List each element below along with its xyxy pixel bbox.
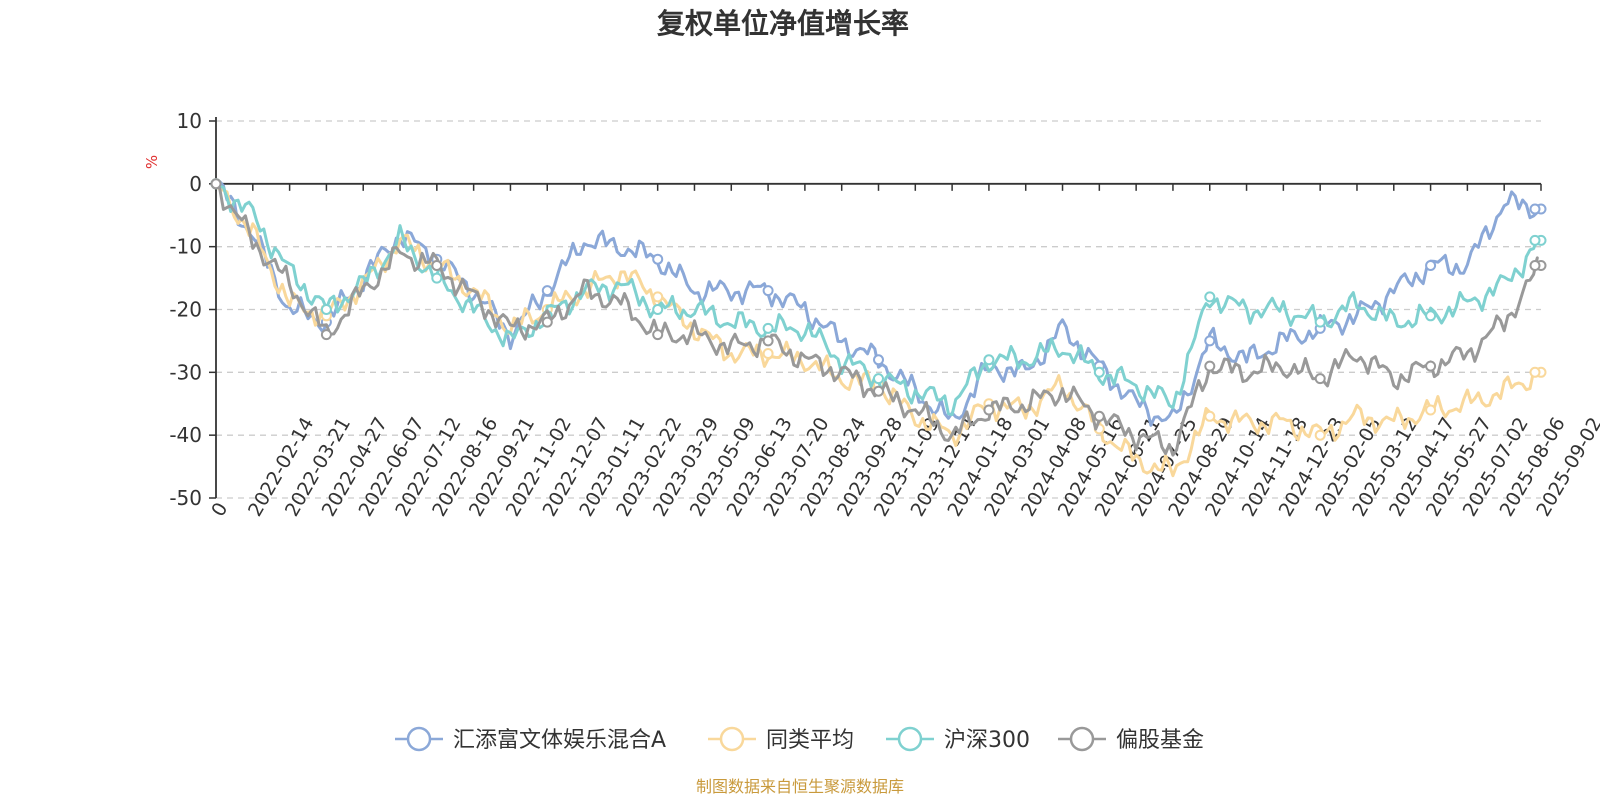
data-point <box>652 304 664 315</box>
y-tick-label: -30 <box>169 360 202 384</box>
data-point <box>431 260 443 271</box>
data-point <box>431 272 443 284</box>
data-point <box>1204 335 1216 347</box>
data-point <box>1529 234 1541 246</box>
data-point <box>762 335 774 347</box>
data-point <box>320 329 332 341</box>
legend-label: 汇添富文体娱乐混合A <box>453 728 666 753</box>
data-point <box>1529 260 1541 271</box>
legend-circle-symbol <box>719 726 745 752</box>
legend-item[interactable]: 沪深300 <box>886 726 1030 753</box>
data-point <box>1204 291 1216 303</box>
data-point <box>320 304 332 315</box>
legend-item[interactable]: 汇添富文体娱乐混合A <box>395 726 666 753</box>
data-point <box>652 329 664 341</box>
data-point <box>1314 429 1326 441</box>
data-point <box>1425 260 1437 271</box>
data-point <box>1529 366 1541 378</box>
data-point <box>762 348 774 359</box>
series-lines <box>210 178 1547 478</box>
legend-circle-symbol <box>1069 726 1095 752</box>
grid-lines <box>216 120 1541 499</box>
data-point <box>1093 366 1105 378</box>
y-tick-label: -50 <box>169 486 202 510</box>
legend-label: 沪深300 <box>944 728 1030 753</box>
data-point <box>983 354 995 366</box>
legend-item[interactable]: 偏股基金 <box>1058 726 1204 753</box>
x-axis-ticks: 0 2022-02-142022-03-212022-04-272022-06-0… <box>207 183 1600 520</box>
data-point <box>1529 203 1541 215</box>
legend-label: 偏股基金 <box>1116 728 1204 753</box>
data-point <box>1425 310 1437 322</box>
legend-circle-symbol <box>897 726 923 752</box>
data-point <box>873 373 884 385</box>
y-tick-label: 0 <box>189 172 202 196</box>
data-point <box>541 316 553 328</box>
chart-title: 复权单位净值增长率 <box>657 7 909 40</box>
y-axis-ticks: 10 0 -10 -20 -30 -40 -50 <box>169 109 216 510</box>
y-tick-label: -20 <box>169 298 202 322</box>
x-tick-label: 0 <box>207 499 232 520</box>
data-point <box>873 385 884 397</box>
y-tick-label: 10 <box>177 109 202 133</box>
data-point <box>1204 410 1216 422</box>
data-point <box>1425 404 1437 416</box>
data-point <box>762 322 774 334</box>
data-point <box>762 285 774 297</box>
data-point <box>210 178 222 190</box>
data-point <box>1314 316 1326 328</box>
data-point <box>652 291 664 303</box>
data-point <box>1093 410 1105 422</box>
legend-label: 同类平均 <box>766 728 854 753</box>
series-line <box>214 182 1539 457</box>
data-point <box>1204 360 1216 372</box>
legend[interactable]: 汇添富文体娱乐混合A 同类平均 沪深300 偏股基金 <box>395 726 1204 753</box>
data-point <box>652 253 664 265</box>
legend-circle-symbol <box>406 726 432 752</box>
y-axis-unit-label: % <box>143 155 161 169</box>
data-point <box>873 354 884 366</box>
data-point <box>541 285 553 297</box>
y-tick-label: -10 <box>169 235 202 259</box>
legend-item[interactable]: 同类平均 <box>708 726 854 753</box>
data-source-note: 制图数据来自恒生聚源数据库 <box>696 777 904 796</box>
data-point <box>1314 373 1326 385</box>
y-tick-label: -40 <box>169 423 202 447</box>
data-point <box>983 404 995 416</box>
data-point <box>1425 360 1437 372</box>
